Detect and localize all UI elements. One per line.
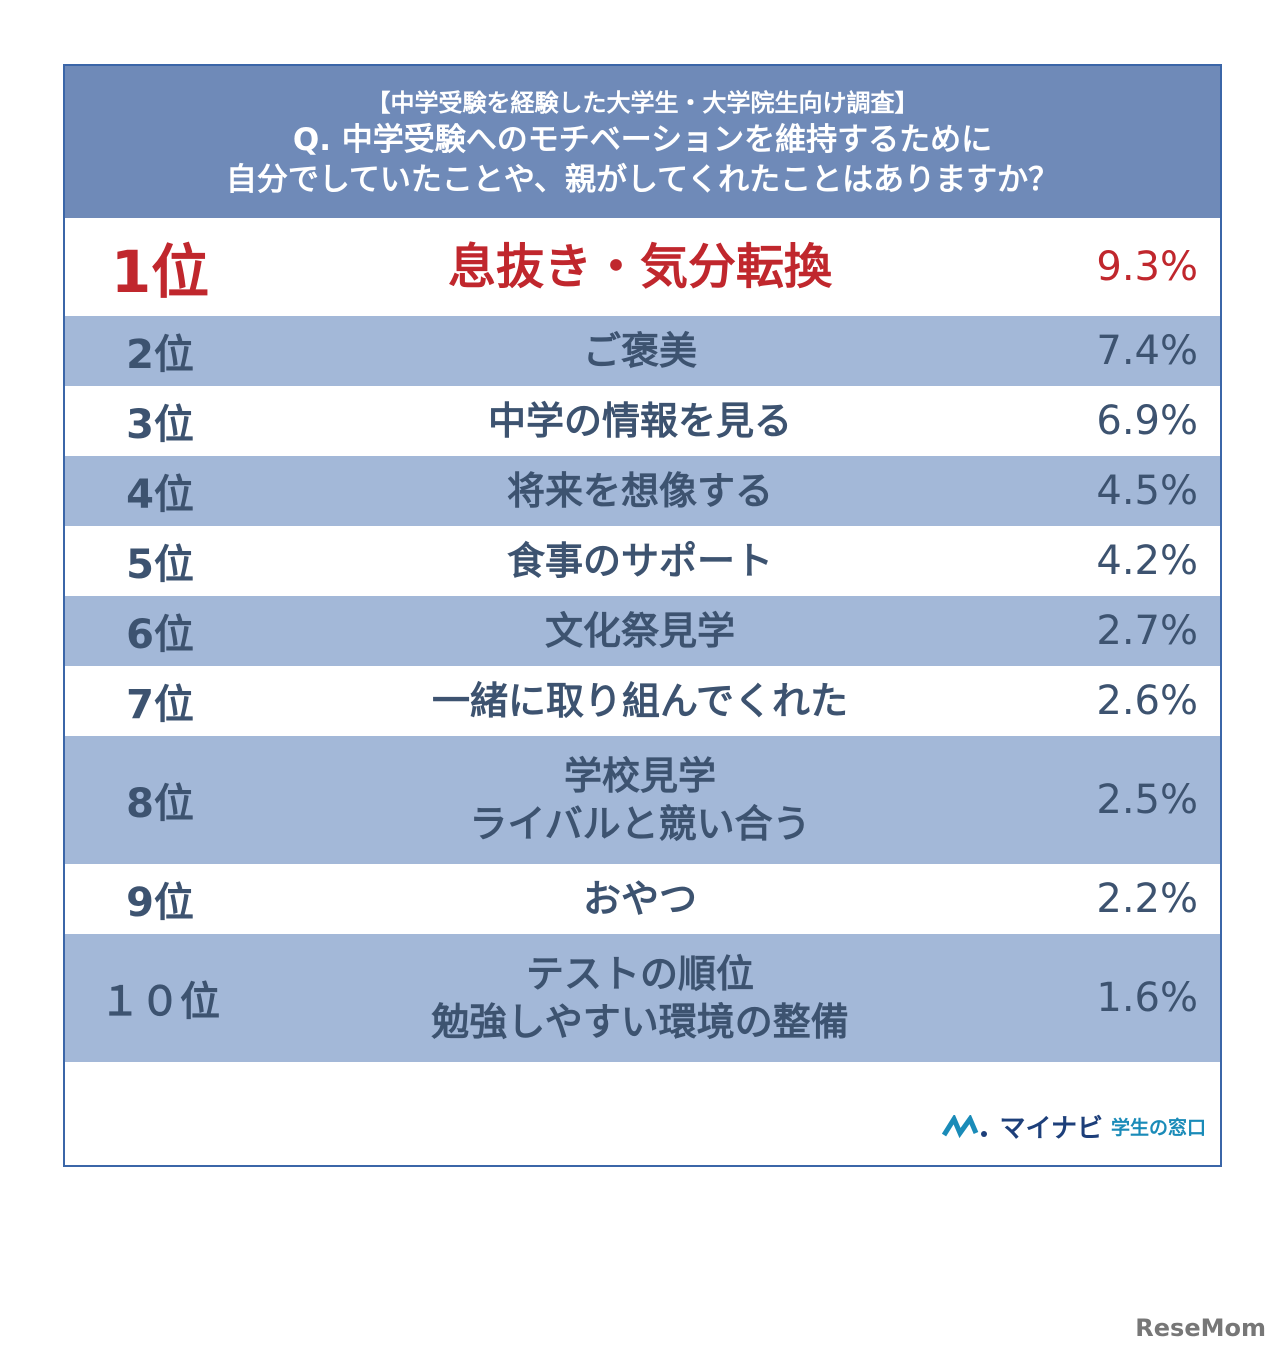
ranking-row: 1位 息抜き・気分転換 9.3% (65, 218, 1220, 316)
item-line: 一緒に取り組んでくれた (431, 679, 849, 723)
percent: 9.3% (1096, 244, 1198, 290)
ranking-row: １０位 テストの順位 勉強しやすい環境の整備 1.6% (65, 934, 1220, 1062)
rank: 5位 (126, 542, 194, 588)
logo-icon (941, 1114, 987, 1138)
percent: 4.5% (1096, 468, 1198, 514)
percent: 2.2% (1096, 876, 1198, 922)
rank: １０位 (100, 979, 220, 1025)
ranking-row: 7位 一緒に取り組んでくれた 2.6% (65, 666, 1220, 736)
item: 学校見学 ライバルと競い合う (295, 736, 985, 864)
rank: 6位 (126, 612, 194, 658)
item: 一緒に取り組んでくれた (295, 666, 985, 736)
rank: 1位 (110, 238, 210, 306)
item: 中学の情報を見る (295, 386, 985, 456)
frame: 【中学受験を経験した大学生・大学院生向け調査】 Q. 中学受験へのモチベーション… (63, 64, 1222, 1167)
rank: 4位 (126, 472, 194, 518)
watermark: ReseMom (1135, 1314, 1266, 1342)
logo: マイナビ 学生の窓口 (941, 1108, 1206, 1145)
item: 息抜き・気分転換 (295, 218, 985, 316)
rank: 8位 (126, 781, 194, 827)
rank: 2位 (126, 332, 194, 378)
item-line: 学校見学 (563, 754, 716, 798)
percent: 2.5% (1096, 777, 1198, 823)
item-line: 文化祭見学 (544, 609, 735, 653)
ranking-row: 6位 文化祭見学 2.7% (65, 596, 1220, 666)
item: テストの順位 勉強しやすい環境の整備 (295, 934, 985, 1062)
item-line: 中学の情報を見る (487, 399, 792, 443)
ranking-row: 9位 おやつ 2.2% (65, 864, 1220, 934)
ranking-row: 8位 学校見学 ライバルと競い合う 2.5% (65, 736, 1220, 864)
percent: 7.4% (1096, 328, 1198, 374)
percent: 4.2% (1096, 538, 1198, 584)
item: おやつ (295, 864, 985, 934)
header: 【中学受験を経験した大学生・大学院生向け調査】 Q. 中学受験へのモチベーション… (65, 66, 1220, 218)
question-line: 自分でしていたことや、親がしてくれたことはありますか？ (225, 162, 1060, 198)
item-line: テストの順位 (525, 952, 754, 996)
item-line: 息抜き・気分転換 (447, 239, 832, 295)
item-line: 将来を想像する (506, 469, 773, 513)
rank: 9位 (126, 880, 194, 926)
percent: 1.6% (1096, 975, 1198, 1021)
percent: 2.7% (1096, 608, 1198, 654)
item: ご褒美 (295, 316, 985, 386)
item: 文化祭見学 (295, 596, 985, 666)
percent: 2.6% (1096, 678, 1198, 724)
rank: 7位 (126, 682, 194, 728)
logo-sub: 学生の窓口 (1110, 1117, 1206, 1139)
logo-brand: マイナビ (999, 1114, 1103, 1144)
percent: 6.9% (1096, 398, 1198, 444)
item-line: ライバルと競い合う (469, 802, 811, 846)
ranking-row: 2位 ご褒美 7.4% (65, 316, 1220, 386)
item-line: 食事のサポート (506, 539, 773, 583)
rank: 3位 (126, 402, 194, 448)
item-line: おやつ (582, 877, 697, 921)
ranking-row: 5位 食事のサポート 4.2% (65, 526, 1220, 596)
item-line: 勉強しやすい環境の整備 (431, 1000, 849, 1044)
survey-title: 【中学受験を経験した大学生・大学院生向け調査】 (366, 89, 919, 117)
ranking-row: 4位 将来を想像する 4.5% (65, 456, 1220, 526)
ranking-row: 3位 中学の情報を見る 6.9% (65, 386, 1220, 456)
item: 食事のサポート (295, 526, 985, 596)
question-line: Q. 中学受験へのモチベーションを維持するために (292, 122, 993, 158)
item-line: ご褒美 (582, 329, 697, 373)
item: 将来を想像する (295, 456, 985, 526)
